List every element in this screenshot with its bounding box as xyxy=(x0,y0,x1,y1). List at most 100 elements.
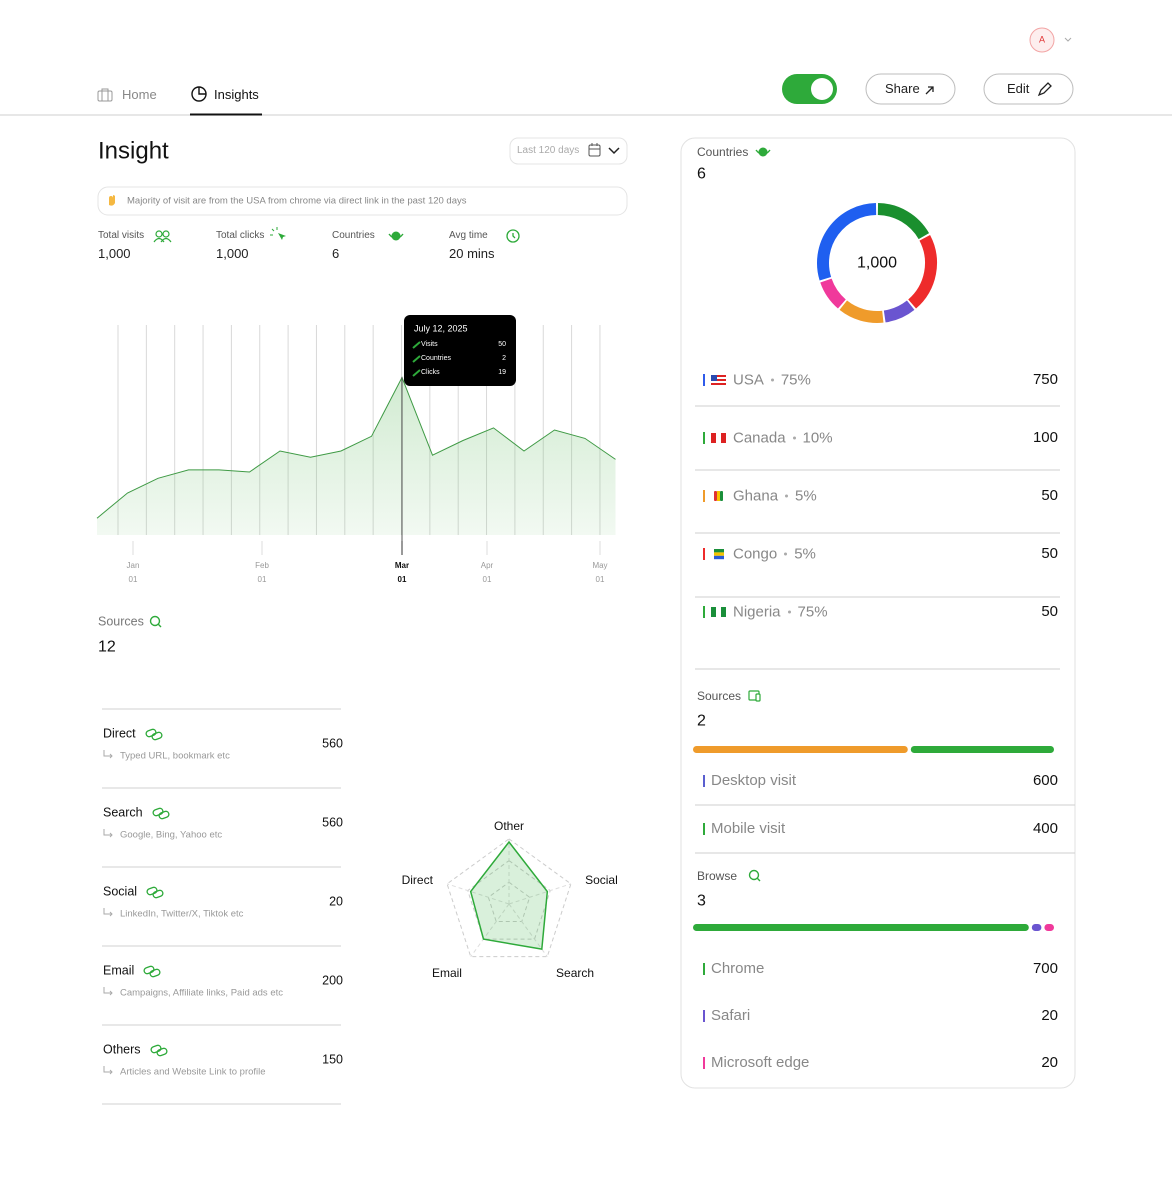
section-label: Countries xyxy=(697,144,749,159)
stat-label: Total clicks xyxy=(216,230,265,241)
flag xyxy=(711,375,717,381)
country-name: Ghana xyxy=(733,487,779,505)
stat-label: Countries xyxy=(332,230,375,241)
country-share: 75% xyxy=(797,603,828,621)
users-icon xyxy=(162,230,170,238)
separator-dot xyxy=(787,610,791,614)
radar-ring xyxy=(446,838,572,958)
tooltip-value: 19 xyxy=(498,368,506,376)
source-description: LinkedIn, Twitter/X, Tiktok etc xyxy=(120,908,244,920)
donut-segment xyxy=(908,235,937,309)
note-box xyxy=(97,186,628,216)
area-line xyxy=(96,376,616,519)
radar-spoke xyxy=(470,903,510,957)
section-label: Sources xyxy=(697,688,742,703)
area-fill xyxy=(97,377,616,535)
globe-icon xyxy=(388,233,404,240)
section-label: Sources xyxy=(98,614,144,629)
country-value: 100 xyxy=(1032,429,1058,446)
country-name: Nigeria xyxy=(733,603,781,621)
donut-segment xyxy=(839,300,884,323)
country-label: Nigeria 75% xyxy=(733,604,828,621)
source-name: Social xyxy=(103,884,138,899)
donut-segment xyxy=(817,203,877,281)
flag xyxy=(711,433,716,443)
tooltip-value: 2 xyxy=(502,354,506,362)
link-icon xyxy=(158,810,170,820)
tab[interactable]: Insights xyxy=(214,87,259,103)
row-marker xyxy=(703,1057,705,1069)
country-value: 50 xyxy=(1041,545,1058,562)
stat-label: Total visits xyxy=(98,230,145,241)
country-value: 750 xyxy=(1032,371,1058,388)
country-label: USA 75% xyxy=(733,372,811,389)
radar-label: Other xyxy=(493,818,525,833)
country-name: USA xyxy=(733,371,764,389)
flag xyxy=(714,555,724,560)
x-tick-label: Mar xyxy=(394,561,410,571)
flag xyxy=(714,549,724,553)
link-icon xyxy=(151,731,163,741)
flag xyxy=(711,381,726,383)
link-icon xyxy=(149,968,161,978)
flag xyxy=(714,491,717,501)
chevron-icon xyxy=(608,147,620,155)
flag xyxy=(716,607,721,617)
x-tick-label: Feb xyxy=(255,561,269,571)
bar-segment xyxy=(1044,924,1054,931)
donut-segment xyxy=(883,300,915,323)
country-share: 75% xyxy=(780,371,811,389)
avatar-initial: A xyxy=(1038,34,1046,45)
section-count: 12 xyxy=(98,638,116,656)
stat-value: 1,000 xyxy=(216,246,249,262)
country-share: 5% xyxy=(794,545,816,563)
bar-segment xyxy=(910,746,1054,753)
search-icon xyxy=(756,877,761,882)
button-label[interactable]: Share xyxy=(885,81,920,97)
flag xyxy=(716,433,721,443)
row-marker xyxy=(703,775,705,787)
browser-value: 20 xyxy=(1041,1007,1058,1024)
x-tick-label: 01 xyxy=(397,575,407,585)
toggle-knob xyxy=(811,78,833,100)
donut-center-label: 1,000 xyxy=(856,254,898,272)
clock-icon xyxy=(512,233,516,239)
row-marker xyxy=(703,548,705,560)
country-label: Congo 5% xyxy=(733,546,816,563)
flag xyxy=(714,552,724,556)
flag xyxy=(711,607,716,617)
x-tick-label: Apr xyxy=(480,561,494,571)
button[interactable] xyxy=(983,73,1074,105)
stat-value: 6 xyxy=(332,246,340,262)
row-marker xyxy=(703,432,705,444)
tab[interactable]: Home xyxy=(122,87,157,103)
tooltip-icon xyxy=(412,369,421,377)
button[interactable] xyxy=(865,73,956,105)
flag xyxy=(711,383,726,385)
users-icon xyxy=(155,230,163,238)
avatar[interactable] xyxy=(1029,27,1055,53)
flag xyxy=(711,375,726,377)
source-name: Email xyxy=(103,963,135,978)
bar-segment xyxy=(1031,924,1042,931)
x-tick-label: 01 xyxy=(128,575,138,585)
x-tick-label: May xyxy=(592,561,608,571)
row-marker xyxy=(703,490,705,502)
search-icon xyxy=(748,869,760,881)
source-name: Search xyxy=(103,805,143,820)
calendar-icon xyxy=(589,143,600,150)
section-label: Browse xyxy=(697,868,738,883)
donut-segment xyxy=(820,278,846,309)
page-title: Insight xyxy=(98,137,169,165)
button-label[interactable]: Edit xyxy=(1007,81,1030,97)
home-icon xyxy=(101,88,109,101)
separator-dot xyxy=(792,436,796,440)
range-label[interactable]: Last 120 days xyxy=(517,145,580,156)
stat-label: Avg time xyxy=(449,230,488,241)
country-label: Canada 10% xyxy=(733,430,833,447)
country-label: Ghana 5% xyxy=(733,488,817,505)
source-description: Typed URL, bookmark etc xyxy=(120,750,230,762)
device-icon xyxy=(755,693,761,702)
country-share: 10% xyxy=(802,429,833,447)
